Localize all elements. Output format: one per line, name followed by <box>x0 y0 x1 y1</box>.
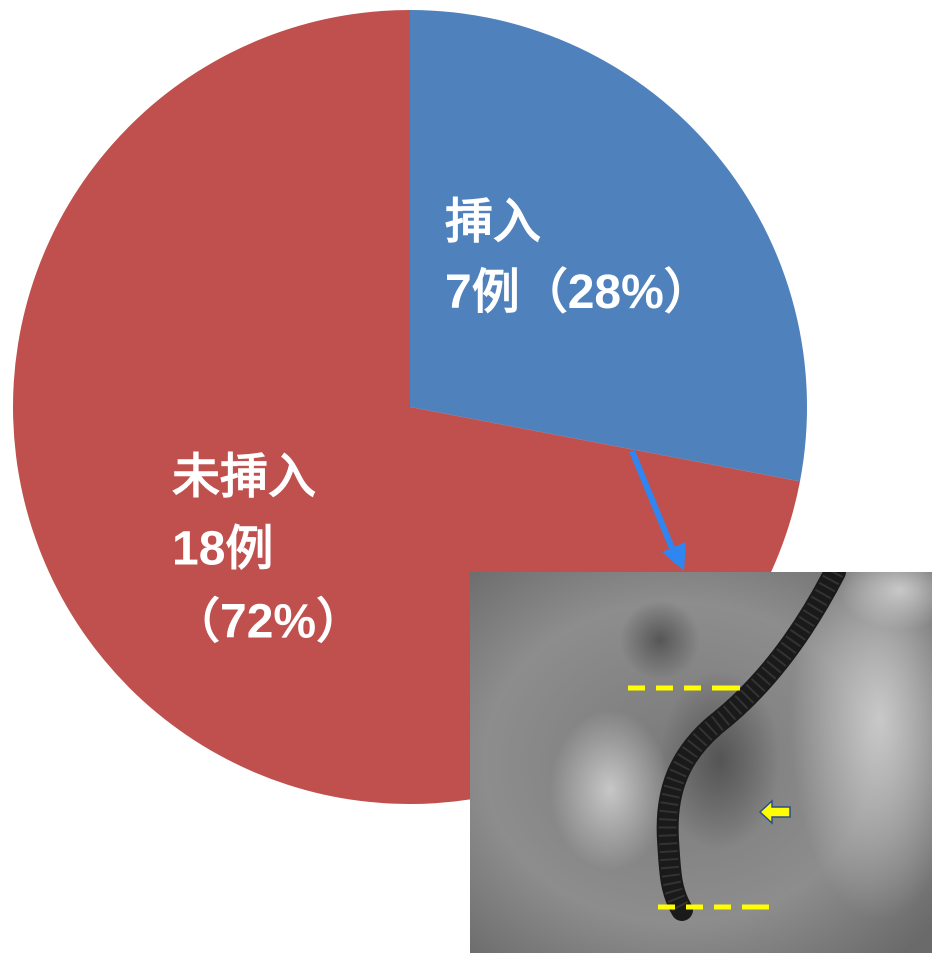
chart: 挿入 7例（28%） 未挿入 18例 （72%） <box>0 0 932 953</box>
xray-image <box>470 520 932 953</box>
slice-label: 挿入 <box>445 196 541 249</box>
slice-count-label: 7例（28%） <box>445 266 712 319</box>
slice-label: 未挿入 <box>172 451 316 504</box>
percent-label: （28%） <box>520 266 712 319</box>
case-label: 18例 <box>172 523 273 576</box>
page: {"chart_data": {"type": "pie", "categori… <box>0 0 932 953</box>
case-label: 7例 <box>445 266 520 319</box>
percent-label: （72%） <box>172 596 364 649</box>
